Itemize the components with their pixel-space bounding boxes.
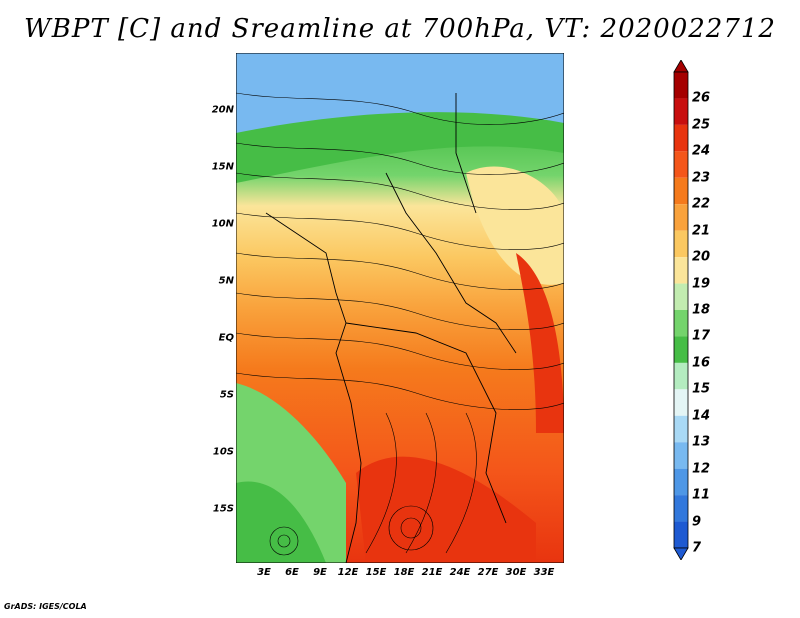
lon-label: 30E xyxy=(505,567,527,578)
colorbar-segment xyxy=(674,98,688,125)
lon-label: 24E xyxy=(449,567,471,578)
colorbar-label: 15 xyxy=(692,381,711,397)
colorbar-segment xyxy=(674,442,688,469)
colorbar-label: 25 xyxy=(692,117,711,133)
streamlines xyxy=(236,92,564,556)
colorbar-label: 13 xyxy=(692,434,711,450)
colorbar-label: 12 xyxy=(692,461,711,477)
colorbar-label: 16 xyxy=(692,355,711,371)
colorbar-label: 19 xyxy=(692,276,711,292)
credit-text: GrADS: IGES/COLA xyxy=(4,602,87,611)
lat-label: EQ xyxy=(218,332,234,344)
country-borders xyxy=(265,93,517,563)
colorbar-segment xyxy=(674,72,688,99)
lon-label: 12E xyxy=(337,567,359,578)
colorbar-segment xyxy=(674,415,688,443)
lon-label: 9E xyxy=(313,567,327,578)
north-cold-region xyxy=(236,53,564,133)
east-hot-region xyxy=(516,253,564,433)
lat-label: 5S xyxy=(219,389,234,401)
lat-label: 20N xyxy=(211,104,234,116)
colorbar-label: 24 xyxy=(692,143,711,159)
colorbar-segment xyxy=(674,230,688,258)
colorbar-segment xyxy=(674,336,688,363)
chart-title: WBPT [C] and Sreamline at 700hPa, VT: 20… xyxy=(24,14,776,44)
colorbar-label: 20 xyxy=(692,249,711,265)
colorbar-segment xyxy=(674,310,688,337)
colorbar-label: 21 xyxy=(692,223,711,239)
east-cool-region xyxy=(466,166,564,285)
lon-label: 21E xyxy=(421,567,443,578)
lon-label: 33E xyxy=(533,567,555,578)
lat-label: 15S xyxy=(212,503,234,515)
colorbar-label: 18 xyxy=(692,302,711,318)
lat-label: 5N xyxy=(218,275,234,287)
lon-label: 18E xyxy=(393,567,415,578)
lon-label: 6E xyxy=(285,567,299,578)
colorbar-segment xyxy=(674,151,688,178)
colorbar-label: 26 xyxy=(692,90,711,106)
colorbar-segment xyxy=(674,495,688,522)
colorbar xyxy=(673,60,689,560)
colorbar-segment xyxy=(674,389,688,416)
colorbar-bottom-arrow xyxy=(673,547,689,560)
south-hot-region xyxy=(356,456,536,563)
colorbar-segment xyxy=(674,362,688,390)
colorbar-segment xyxy=(674,204,688,231)
lat-label: 10S xyxy=(212,446,234,458)
colorbar-segment xyxy=(674,124,688,152)
weather-map xyxy=(236,53,564,563)
lat-label: 15N xyxy=(211,161,234,173)
anticyclone-core xyxy=(236,481,326,563)
colorbar-label: 9 xyxy=(692,514,702,530)
colorbar-segment xyxy=(674,177,688,205)
colorbar-segment xyxy=(674,283,688,310)
colorbar-label: 22 xyxy=(692,196,711,212)
colorbar-segment xyxy=(674,257,688,284)
colorbar-label: 17 xyxy=(692,328,711,344)
colorbar-top-arrow xyxy=(673,60,689,73)
colorbar-label: 23 xyxy=(692,170,711,186)
colorbar-label: 7 xyxy=(692,540,702,556)
colorbar-segment xyxy=(674,521,688,548)
lon-label: 15E xyxy=(365,567,387,578)
lon-label: 3E xyxy=(257,567,271,578)
colorbar-label: 14 xyxy=(692,408,711,424)
lon-label: 27E xyxy=(477,567,499,578)
lat-label: 10N xyxy=(211,218,234,230)
colorbar-segment xyxy=(674,468,688,496)
colorbar-label: 11 xyxy=(692,487,711,503)
